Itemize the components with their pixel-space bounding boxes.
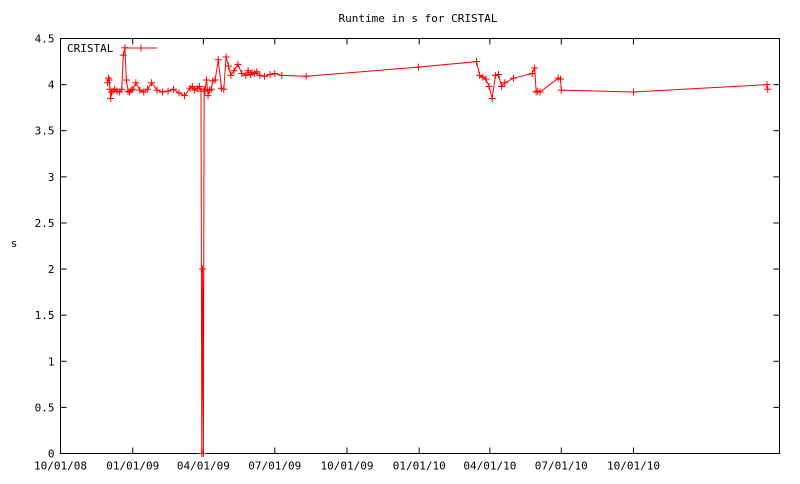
data-point xyxy=(164,87,172,95)
data-point xyxy=(211,76,219,84)
y-tick-label: 2 xyxy=(48,263,55,276)
data-point xyxy=(630,88,638,96)
y-tick-label: 1 xyxy=(48,355,55,368)
data-point xyxy=(148,79,156,87)
x-tick-label: 07/01/10 xyxy=(535,460,588,473)
x-tick-label: 10/01/09 xyxy=(321,460,374,473)
data-point xyxy=(488,94,496,102)
data-point xyxy=(181,92,189,100)
data-point xyxy=(271,70,279,78)
data-point xyxy=(127,86,135,94)
data-point xyxy=(124,87,132,95)
data-point xyxy=(234,60,242,68)
data-point xyxy=(199,450,207,457)
legend-marker xyxy=(137,44,145,52)
x-tick-label: 10/01/10 xyxy=(607,460,660,473)
data-point xyxy=(118,85,126,93)
series-cristal xyxy=(104,44,772,457)
data-point xyxy=(153,86,161,94)
data-point xyxy=(201,87,209,95)
chart-title: Runtime in s for CRISTAL xyxy=(339,12,498,25)
x-tick-label: 04/01/09 xyxy=(177,460,230,473)
data-point xyxy=(224,62,232,70)
series-line xyxy=(107,47,769,454)
data-point xyxy=(485,82,493,90)
data-point xyxy=(278,71,286,79)
data-point xyxy=(220,85,228,93)
data-point xyxy=(476,71,484,79)
data-point xyxy=(105,76,113,84)
data-point xyxy=(242,71,250,79)
data-point xyxy=(256,71,264,79)
data-point xyxy=(494,70,502,78)
data-point xyxy=(261,72,269,80)
data-point xyxy=(188,82,196,90)
data-point xyxy=(253,68,261,76)
data-point xyxy=(557,75,565,83)
data-point xyxy=(175,89,183,97)
data-point xyxy=(195,82,203,90)
data-point xyxy=(501,79,509,87)
data-point xyxy=(763,81,771,89)
data-point xyxy=(136,86,144,94)
legend-label: CRISTAL xyxy=(67,42,114,55)
y-tick-label: 4.5 xyxy=(35,33,55,46)
y-axis-label: s xyxy=(11,237,18,250)
y-tick-label: 3.5 xyxy=(35,125,55,138)
data-point xyxy=(244,67,252,75)
data-point xyxy=(207,85,215,93)
data-point xyxy=(528,70,536,78)
data-point xyxy=(491,71,499,79)
data-point xyxy=(531,64,539,72)
data-point xyxy=(199,265,207,273)
data-point xyxy=(509,74,517,82)
data-point xyxy=(144,85,152,93)
x-tick-label: 04/01/10 xyxy=(463,460,516,473)
y-tick-label: 0 xyxy=(48,448,55,461)
data-point xyxy=(536,88,544,96)
legend: CRISTAL xyxy=(67,42,157,55)
data-point xyxy=(132,79,140,87)
y-tick-label: 0.5 xyxy=(35,401,55,414)
data-point xyxy=(119,51,127,59)
data-point xyxy=(238,70,246,78)
data-point xyxy=(764,85,772,93)
data-point xyxy=(202,76,210,84)
y-tick-label: 2.5 xyxy=(35,217,55,230)
x-tick-label: 01/01/10 xyxy=(393,460,446,473)
data-point xyxy=(170,85,178,93)
x-tick-label: 01/01/09 xyxy=(106,460,159,473)
data-point xyxy=(206,86,214,94)
y-tick-label: 1.5 xyxy=(35,309,55,322)
data-point xyxy=(129,85,137,93)
data-point xyxy=(159,88,167,96)
data-point xyxy=(414,63,422,71)
x-tick-label: 07/01/09 xyxy=(248,460,301,473)
data-point xyxy=(302,72,310,80)
data-point xyxy=(107,94,115,102)
data-point xyxy=(557,86,565,94)
x-tick-label: 10/01/08 xyxy=(34,460,87,473)
data-point xyxy=(214,56,222,64)
data-point xyxy=(498,82,506,90)
y-tick-label: 4 xyxy=(48,79,55,92)
data-point xyxy=(482,75,490,83)
data-point xyxy=(266,70,274,78)
data-point xyxy=(140,88,148,96)
data-point xyxy=(104,74,112,82)
data-point xyxy=(204,92,212,100)
data-point xyxy=(479,73,487,81)
plot-frame xyxy=(60,38,780,454)
axis-ticks: 0 0.5 1 1.5 2 2.5 3 3.5 4 4.5 10/01/08 01/01/09 04/0… xyxy=(34,33,780,473)
y-tick-label: 3 xyxy=(48,171,55,184)
data-point xyxy=(227,71,235,79)
data-point xyxy=(230,67,238,75)
data-point xyxy=(473,58,481,66)
data-point xyxy=(222,53,230,61)
data-point xyxy=(122,76,130,84)
